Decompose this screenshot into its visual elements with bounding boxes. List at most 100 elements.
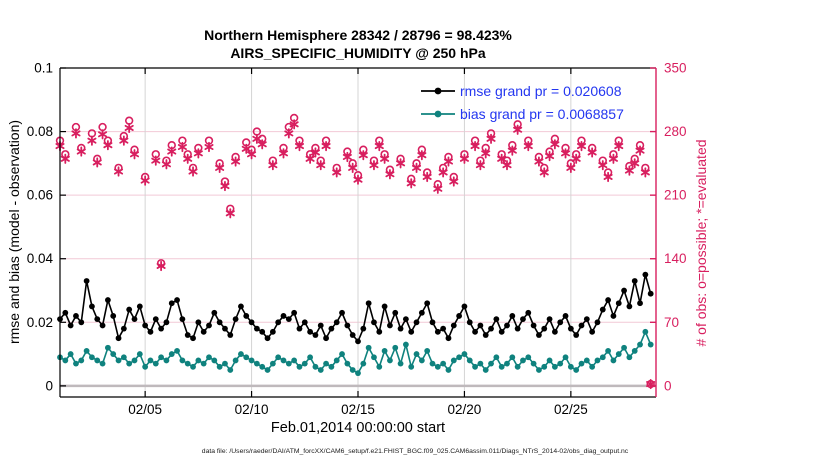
obs-evaluated-marker	[443, 158, 454, 165]
data-file-path: data file: /Users/raeder/DAI/ATM_forcXX/…	[201, 448, 629, 455]
bias-marker	[328, 363, 335, 370]
rmse-marker	[147, 328, 154, 335]
rmse-marker	[291, 309, 298, 316]
rmse-marker	[73, 313, 79, 319]
rmse-marker	[621, 287, 627, 294]
rmse-marker	[78, 319, 85, 326]
obs-evaluated-marker	[156, 262, 166, 269]
rmse-marker	[546, 316, 553, 323]
obs-evaluated-marker	[278, 150, 289, 157]
rmse-marker	[397, 325, 404, 332]
rmse-marker	[525, 309, 532, 316]
bias-marker	[206, 354, 212, 361]
bias-marker	[520, 357, 526, 364]
rmse-marker	[296, 325, 303, 332]
bias-marker	[269, 360, 276, 367]
bias-marker	[104, 344, 111, 351]
bias-marker	[83, 348, 90, 354]
bias-marker	[567, 363, 574, 370]
rmse-marker	[174, 297, 180, 303]
bias-marker	[307, 354, 314, 361]
obs-evaluated-marker	[140, 177, 150, 184]
bias-marker	[610, 357, 617, 364]
rmse-marker	[594, 319, 601, 326]
chart-title-line2: AIRS_SPECIFIC_HUMIDITY @ 250 hPa	[230, 45, 486, 61]
rmse-marker	[562, 313, 569, 319]
rmse-marker	[488, 325, 494, 332]
bias-marker	[317, 367, 324, 373]
obs-evaluated-marker	[486, 135, 496, 142]
obs-evaluated-marker	[310, 149, 320, 156]
rmse-marker	[83, 278, 90, 284]
bias-marker	[578, 360, 585, 367]
bias-marker	[312, 363, 319, 370]
obs-evaluated-marker	[220, 183, 230, 190]
obs-evaluated-marker	[513, 126, 523, 133]
bias-marker	[589, 363, 596, 370]
bias-marker	[190, 363, 196, 370]
rmse-marker	[126, 306, 133, 313]
bias-marker	[120, 354, 127, 361]
rmse-marker	[94, 316, 101, 323]
bias-marker	[424, 348, 431, 354]
obs-evaluated-marker	[523, 143, 533, 150]
rmse-marker	[62, 309, 69, 316]
rmse-marker	[152, 316, 159, 323]
x-tick-label: 02/15	[341, 402, 375, 417]
rmse-marker	[402, 316, 409, 323]
obs-evaluated-marker	[183, 155, 193, 162]
bias-marker	[387, 357, 393, 364]
left-tick-label: 0.04	[27, 251, 54, 266]
rmse-marker	[190, 335, 196, 342]
rmse-marker	[264, 335, 271, 342]
bias-marker	[131, 357, 138, 364]
left-tick-label: 0.1	[34, 61, 53, 76]
bias-marker	[456, 354, 463, 361]
bias-marker	[450, 357, 457, 364]
obs-evaluated-marker	[545, 153, 555, 160]
rmse-marker	[206, 322, 212, 329]
rmse-marker	[567, 325, 574, 332]
bias-marker	[115, 357, 122, 364]
rmse-marker	[307, 328, 314, 335]
rmse-marker	[626, 303, 633, 310]
rmse-marker	[466, 319, 473, 326]
rmse-marker	[339, 309, 345, 316]
rmse-marker	[578, 322, 585, 329]
rmse-marker	[477, 322, 484, 329]
x-tick-label: 02/20	[448, 402, 482, 417]
obs-evaluated-marker	[225, 210, 235, 217]
rmse-marker	[557, 319, 564, 326]
rmse-marker	[243, 313, 250, 319]
obs-evaluated-marker	[449, 178, 459, 185]
obs-evaluated-marker	[385, 171, 395, 178]
rmse-marker	[551, 328, 558, 335]
x-axis-label: Feb.01,2014 00:00:00 start	[270, 420, 446, 436]
bias-marker	[402, 341, 409, 348]
obs-evaluated-marker	[119, 137, 129, 144]
obs-evaluated-marker	[167, 148, 177, 155]
bias-marker	[243, 354, 250, 361]
rmse-marker	[599, 306, 606, 313]
obs-evaluated-marker	[247, 151, 257, 158]
right-tick-label: 210	[664, 188, 687, 203]
obs-evaluated-marker	[497, 155, 507, 162]
bias-marker	[536, 367, 542, 373]
bias-marker	[301, 360, 308, 367]
bias-marker	[136, 351, 143, 357]
obs-evaluated-marker	[534, 158, 544, 165]
right-tick-label: 0	[664, 378, 672, 393]
obs-evaluated-marker	[614, 143, 624, 150]
bias-marker	[413, 351, 420, 357]
obs-evaluated-marker	[550, 141, 560, 148]
rmse-marker	[573, 332, 580, 338]
rmse-marker	[371, 319, 377, 326]
obs-evaluated-marker	[624, 167, 634, 174]
bias-marker	[78, 357, 85, 364]
rmse-marker	[637, 300, 643, 307]
obs-evaluated-marker	[438, 169, 448, 176]
bias-marker	[259, 363, 266, 370]
obs-evaluated-marker	[305, 155, 315, 162]
obs-evaluated-marker	[316, 162, 326, 169]
